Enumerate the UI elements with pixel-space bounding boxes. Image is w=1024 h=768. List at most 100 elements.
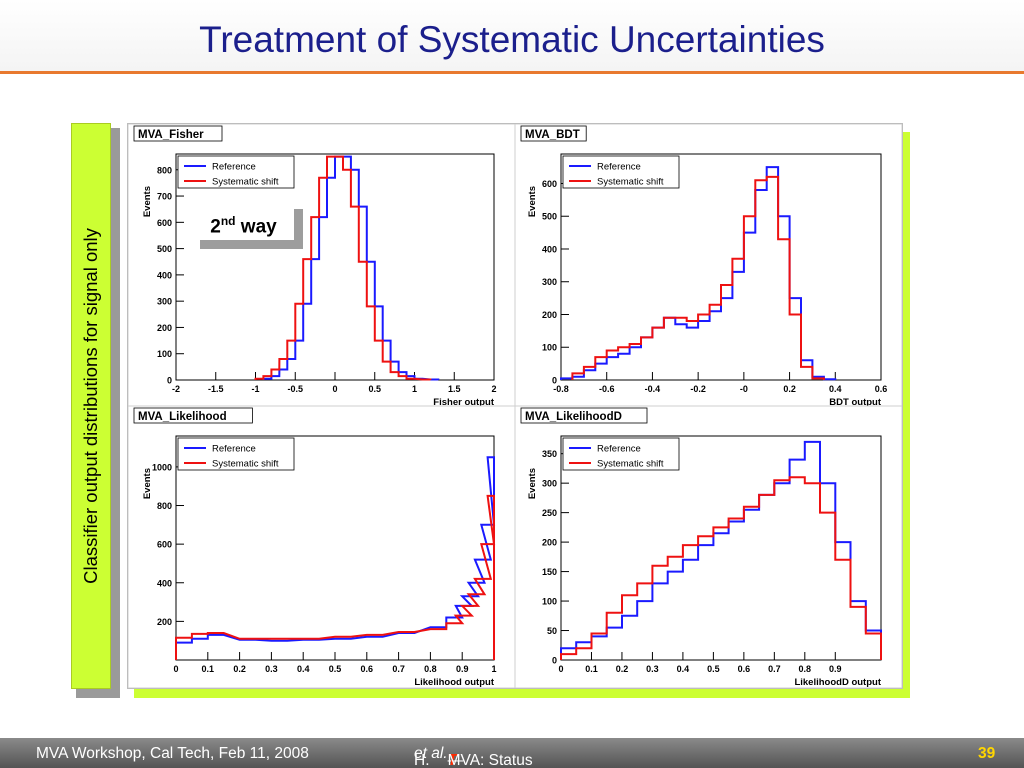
x-tick-label: 0.8 xyxy=(424,664,437,674)
x-tick-label: 0 xyxy=(332,384,337,394)
panel-mva-likelihood: MVA_Likelihood 200 400 600 800 1000 0 0.1 0.2 0.3… xyxy=(127,405,516,689)
plot-frame xyxy=(560,435,882,661)
x-tick-label: -0.6 xyxy=(599,384,615,394)
x-tick-label: 0.8 xyxy=(799,664,812,674)
footer-event: MVA Workshop, Cal Tech, Feb 11, 2008 xyxy=(36,745,309,762)
x-tick-label: 0.6 xyxy=(738,664,751,674)
footer-t-letter: T xyxy=(447,752,458,768)
y-tick-label: 600 xyxy=(157,218,172,228)
plot-frame xyxy=(560,153,882,381)
x-tick-label: -0 xyxy=(740,384,748,394)
legend-box xyxy=(177,437,295,471)
x-axis-label: LikelihoodD output xyxy=(794,677,881,688)
panel-mva-fisher: MVA_Fisher 0 100 200 300 400 500 600 700 800 -2 -1.… xyxy=(127,123,516,408)
y-tick-label: 1000 xyxy=(152,462,172,472)
x-axis-label: Fisher output xyxy=(433,397,495,408)
x-tick-label: 2 xyxy=(491,384,496,394)
x-tick-label: 0.9 xyxy=(829,664,842,674)
footer-dash: — xyxy=(447,752,464,768)
x-tick-label: 0.3 xyxy=(265,664,278,674)
panel-title: MVA_BDT xyxy=(525,129,580,141)
x-tick-label: 0.1 xyxy=(585,664,598,674)
y-tick-label: 200 xyxy=(157,323,172,333)
y-tick-label: 500 xyxy=(157,244,172,254)
y-axis-label: Events xyxy=(527,468,538,499)
y-tick-label: 700 xyxy=(157,192,172,202)
x-tick-label: -2 xyxy=(172,384,180,394)
footer-author: H. Voss xyxy=(414,752,430,768)
y-tick-label: 400 xyxy=(157,578,172,588)
y-tick-label: 600 xyxy=(542,179,557,189)
x-tick-label: 0.4 xyxy=(677,664,690,674)
annotation-word: way xyxy=(235,216,277,238)
y-tick-label: 250 xyxy=(542,508,557,518)
legend-entry: Systematic shift xyxy=(597,177,664,188)
y-tick-label: 800 xyxy=(157,501,172,511)
y-tick-label: 100 xyxy=(542,343,557,353)
x-tick-label: 0.9 xyxy=(456,664,469,674)
y-tick-label: 0 xyxy=(167,376,172,386)
legend-entry: Systematic shift xyxy=(212,177,279,188)
y-tick-label: 0 xyxy=(552,376,557,386)
series-line-reference xyxy=(560,440,882,660)
x-tick-label: 0.5 xyxy=(368,384,381,394)
y-tick-label: 300 xyxy=(542,277,557,287)
legend-entry: Reference xyxy=(212,162,256,173)
y-tick-label: 150 xyxy=(542,567,557,577)
x-tick-label: -0.2 xyxy=(690,384,706,394)
plot-frame xyxy=(175,435,495,661)
y-tick-label: 500 xyxy=(542,212,557,222)
annotation-superscript: nd xyxy=(220,214,236,228)
y-tick-label: 350 xyxy=(542,449,557,459)
y-tick-label: 300 xyxy=(157,297,172,307)
legend-entry: Systematic shift xyxy=(597,459,664,470)
series-line-systematic-shift xyxy=(571,175,825,380)
y-tick-label: 200 xyxy=(542,538,557,548)
x-tick-label: -0.5 xyxy=(287,384,303,394)
panel-mva-bdt: MVA_BDT 0 100 200 300 400 500 600 -0.8 -0.6 -0.4 -0… xyxy=(514,123,903,408)
x-tick-label: 0.4 xyxy=(829,384,842,394)
x-tick-label: 0.1 xyxy=(202,664,215,674)
x-tick-label: 0.7 xyxy=(392,664,405,674)
y-tick-label: 100 xyxy=(157,349,172,359)
panel-title: MVA_Fisher xyxy=(138,129,204,141)
panel-title-box xyxy=(520,125,587,142)
x-tick-label: 1 xyxy=(491,664,496,674)
y-tick-label: 50 xyxy=(547,626,557,636)
x-tick-label: 0.2 xyxy=(616,664,629,674)
panel-mva-likelihoodd: MVA_LikelihoodD 0 50 100 150 200 250 300 350 0 0.1… xyxy=(514,405,903,689)
footer-etal: et al. xyxy=(414,745,448,762)
x-tick-label: 0.6 xyxy=(875,384,888,394)
panel-title: MVA_Likelihood xyxy=(138,411,227,423)
x-tick-label: -0.4 xyxy=(645,384,661,394)
plot-frame xyxy=(175,153,495,381)
y-axis-label: Events xyxy=(142,186,153,217)
panel-title: MVA_LikelihoodD xyxy=(525,411,622,423)
panel-title-box xyxy=(133,407,253,424)
legend-entry: Systematic shift xyxy=(212,459,279,470)
x-axis-label: BDT output xyxy=(829,397,882,408)
legend-entry: Reference xyxy=(597,162,641,173)
slide-title: Treatment of Systematic Uncertainties xyxy=(199,19,825,60)
x-axis-label: Likelihood output xyxy=(414,677,495,688)
y-tick-label: 300 xyxy=(542,479,557,489)
x-tick-label: -1.5 xyxy=(208,384,224,394)
x-tick-label: 0.6 xyxy=(361,664,374,674)
legend-box xyxy=(562,155,680,189)
y-tick-label: 800 xyxy=(157,165,172,175)
side-label-box: Classifier output distributions for sign… xyxy=(71,123,111,689)
side-label-text: Classifier output distributions for sign… xyxy=(80,228,101,584)
x-tick-label: 0.5 xyxy=(707,664,720,674)
x-tick-label: 0.4 xyxy=(297,664,310,674)
x-tick-label: 0.7 xyxy=(768,664,781,674)
x-tick-label: 1 xyxy=(412,384,417,394)
x-tick-label: 0.5 xyxy=(329,664,342,674)
footer-bar: MVA Workshop, Cal Tech, Feb 11, 2008 H. … xyxy=(0,738,1024,768)
panel-title-box xyxy=(520,407,648,424)
y-tick-label: 0 xyxy=(552,656,557,666)
panel-title-box xyxy=(133,125,223,142)
x-tick-label: 0.3 xyxy=(646,664,659,674)
x-tick-label: -0.8 xyxy=(553,384,569,394)
